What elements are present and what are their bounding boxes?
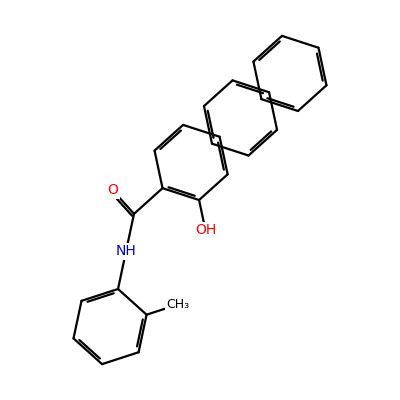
Text: CH₃: CH₃: [166, 298, 189, 311]
Text: O: O: [108, 184, 118, 198]
Text: NH: NH: [116, 244, 136, 258]
Text: OH: OH: [195, 223, 216, 237]
